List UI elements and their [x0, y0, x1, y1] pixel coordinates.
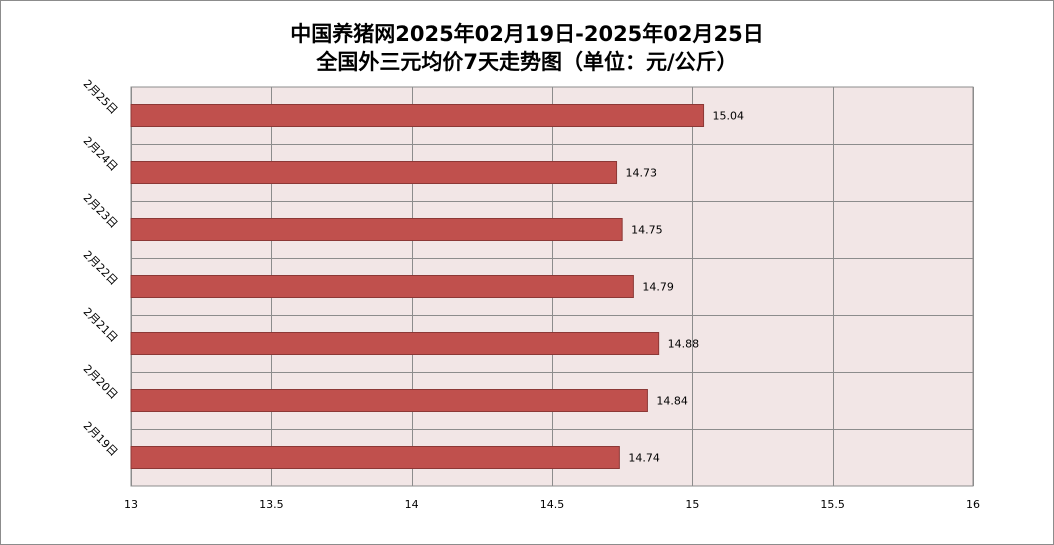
category-label: 2月23日 — [81, 191, 121, 231]
chart-title-line1: 中国养猪网2025年02月19日-2025年02月25日 — [290, 22, 764, 46]
category-label: 2月22日 — [81, 248, 121, 288]
bar — [130, 275, 634, 298]
category-label: 2月21日 — [81, 305, 121, 345]
bar — [130, 104, 705, 127]
bar — [130, 218, 623, 241]
x-tick-label: 13.5 — [259, 498, 284, 511]
category-label: 2月24日 — [81, 134, 121, 174]
data-label: 14.84 — [656, 395, 688, 408]
category-label: 2月25日 — [81, 77, 121, 117]
data-label: 14.75 — [631, 224, 663, 237]
chart-title-line2: 全国外三元均价7天走势图（单位：元/公斤） — [316, 50, 738, 74]
category-label: 2月20日 — [81, 362, 121, 402]
x-tick-label: 16 — [966, 498, 980, 511]
bar — [130, 446, 620, 469]
x-tick-label: 14 — [405, 498, 419, 511]
data-label: 14.79 — [642, 281, 674, 294]
x-tick-label: 15 — [685, 498, 699, 511]
bar — [130, 161, 618, 184]
bar — [130, 332, 660, 355]
data-label: 14.74 — [628, 452, 660, 465]
x-tick-label: 13 — [124, 498, 138, 511]
bar — [130, 389, 648, 412]
x-tick-label: 15.5 — [820, 498, 845, 511]
data-label: 15.04 — [713, 110, 745, 123]
category-label: 2月19日 — [81, 419, 121, 459]
x-tick-label: 14.5 — [540, 498, 565, 511]
data-label: 14.88 — [668, 338, 700, 351]
data-label: 14.73 — [626, 167, 658, 180]
